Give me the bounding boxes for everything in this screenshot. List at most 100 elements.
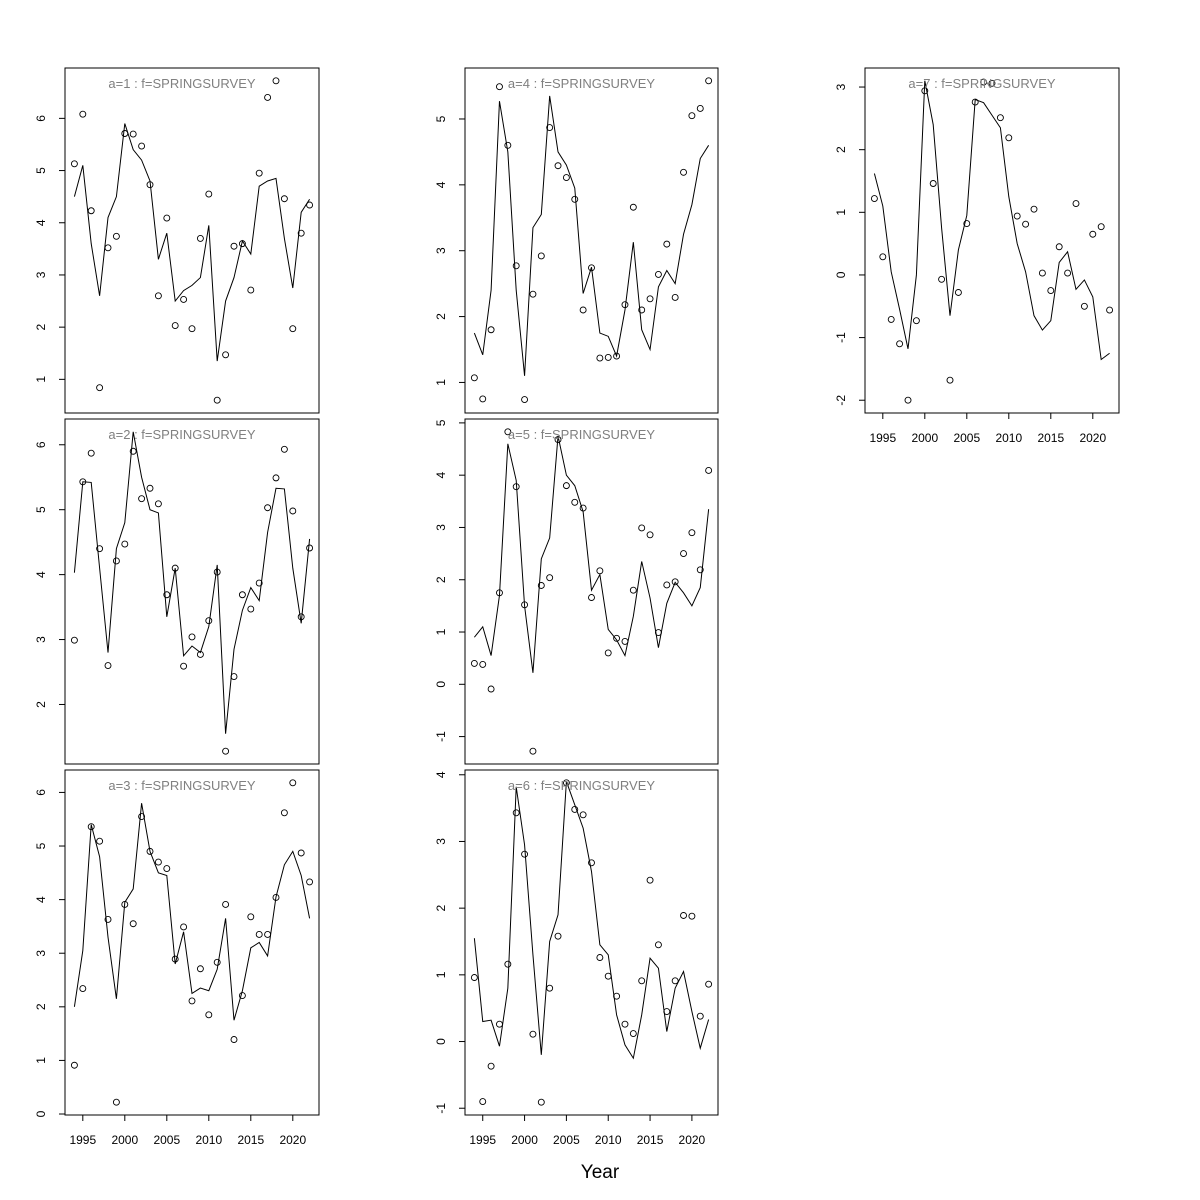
x-tick-label: 2020 — [1079, 431, 1106, 445]
data-point — [1005, 134, 1013, 142]
x-tick-label: 2010 — [995, 431, 1022, 445]
panel-frame — [64, 769, 320, 1116]
data-point — [87, 449, 95, 457]
y-tick-label: 2 — [34, 1003, 48, 1010]
fitted-line — [873, 80, 1110, 361]
data-point — [289, 779, 297, 787]
data-point — [579, 504, 587, 512]
x-tick-label: 1995 — [869, 431, 896, 445]
panel-frame — [864, 67, 1120, 414]
data-point — [280, 809, 288, 817]
data-point — [213, 568, 221, 576]
data-point — [554, 436, 562, 444]
data-point — [613, 352, 621, 360]
data-point — [163, 214, 171, 222]
y-tick-label: 0 — [434, 681, 448, 688]
y-tick-label: 1 — [434, 379, 448, 386]
data-point — [579, 811, 587, 819]
y-tick-label: 6 — [34, 441, 48, 448]
panel-title: a=6 : f=SPRINGSURVEY — [508, 778, 655, 793]
data-point — [1064, 269, 1072, 277]
data-point — [487, 685, 495, 693]
data-point — [196, 234, 204, 242]
data-point — [180, 662, 188, 670]
data-point — [479, 660, 487, 668]
panel-4: 1 2 3 4 5 a=4 : f=SPRINGSURVEY — [434, 67, 719, 414]
data-point — [904, 396, 912, 404]
data-point — [96, 545, 104, 553]
data-point — [496, 589, 503, 597]
data-point — [306, 878, 314, 886]
data-point — [921, 87, 929, 95]
data-point — [247, 286, 255, 294]
x-tick-label: 2000 — [511, 1133, 538, 1147]
x-tick-label: 2005 — [553, 1133, 580, 1147]
data-point — [554, 932, 562, 940]
panel-7: -2 -1 0 1 2 3 1995 2000 2005 2010 2015 2020 a=7 : f=… — [834, 67, 1120, 445]
data-point — [213, 396, 221, 404]
panel-frame — [64, 67, 320, 414]
y-tick-label: 3 — [434, 524, 448, 531]
data-point — [79, 478, 87, 486]
data-point — [896, 340, 904, 348]
data-point — [554, 162, 562, 170]
data-point — [306, 201, 314, 209]
x-tick-label: 1995 — [469, 1133, 496, 1147]
data-point — [688, 112, 696, 120]
y-tick-label: 5 — [434, 419, 448, 426]
data-point — [938, 275, 946, 283]
data-point — [496, 83, 503, 91]
data-point — [104, 916, 112, 923]
panel-3: 0 1 2 3 4 5 6 1995 2000 2005 2010 2015 2020 a=3 : f=S… — [34, 769, 320, 1147]
data-point — [663, 581, 671, 589]
data-point — [705, 77, 713, 85]
y-tick-label: 3 — [34, 271, 48, 278]
x-tick-label: 2020 — [679, 1133, 706, 1147]
data-point — [180, 296, 188, 303]
data-point — [171, 322, 179, 330]
data-point — [1038, 269, 1046, 277]
data-point — [1106, 306, 1114, 314]
data-point — [487, 326, 495, 334]
data-point — [138, 142, 146, 150]
data-point — [696, 1012, 704, 1020]
data-point — [255, 169, 263, 177]
data-point — [222, 901, 230, 908]
data-point — [680, 912, 687, 919]
panel-frame — [64, 418, 320, 765]
data-point — [247, 913, 255, 921]
data-point — [188, 325, 196, 333]
data-point — [638, 524, 646, 532]
data-point — [596, 567, 604, 575]
panel-title: a=4 : f=SPRINGSURVEY — [508, 76, 655, 91]
data-point — [546, 574, 554, 582]
panel-6: -1 0 1 2 3 4 1995 2000 2005 2010 2015 2020 a=6 : f=S… — [434, 769, 719, 1147]
data-point — [163, 591, 171, 599]
data-point — [205, 190, 213, 198]
data-point — [529, 1030, 537, 1038]
data-point — [671, 977, 679, 985]
data-point — [272, 474, 280, 482]
data-point — [562, 779, 570, 787]
y-tick-label: 1 — [34, 1057, 48, 1064]
data-point — [70, 1061, 78, 1069]
data-point — [470, 374, 478, 382]
data-point — [154, 500, 162, 508]
panel-title: a=2 : f=SPRINGSURVEY — [108, 427, 255, 442]
data-point — [604, 972, 612, 980]
data-point — [571, 498, 579, 506]
panel-frame — [464, 67, 719, 414]
y-tick-label: 3 — [34, 636, 48, 643]
data-point — [596, 354, 604, 362]
data-point — [696, 104, 704, 112]
y-tick-label: 3 — [34, 950, 48, 957]
data-point — [129, 447, 137, 455]
data-point — [238, 591, 246, 599]
x-tick-label: 2015 — [637, 1133, 664, 1147]
y-tick-label: 4 — [434, 181, 448, 188]
y-tick-label: 1 — [434, 971, 448, 978]
y-tick-label: 2 — [434, 576, 448, 583]
y-tick-label: -1 — [434, 1103, 448, 1114]
y-tick-label: 4 — [434, 472, 448, 479]
data-point — [297, 849, 305, 857]
